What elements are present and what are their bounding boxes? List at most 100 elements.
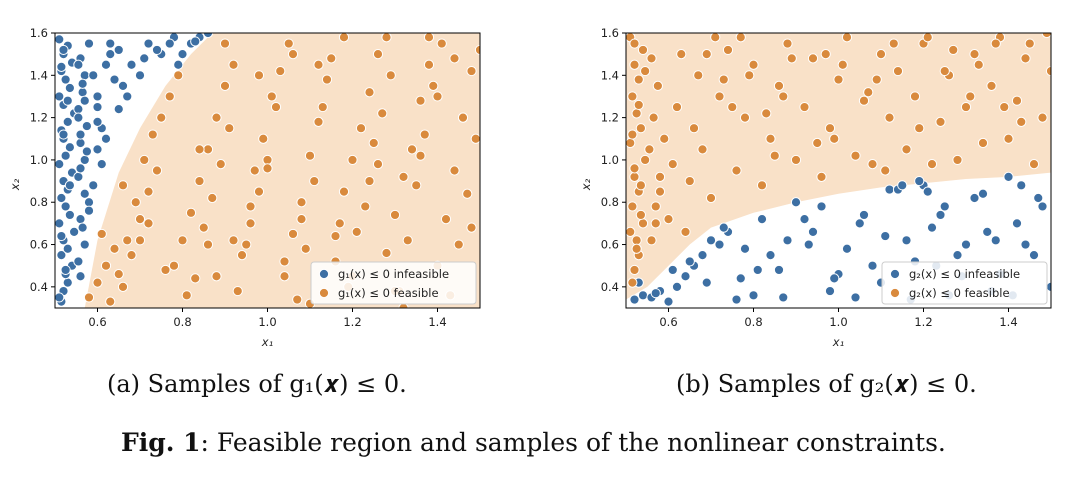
infeasible-point — [173, 59, 184, 70]
infeasible-point — [77, 87, 88, 98]
feasible-point — [253, 186, 265, 197]
feasible-point — [338, 33, 350, 43]
infeasible-point — [83, 205, 95, 216]
feasible-point — [258, 133, 269, 144]
feasible-point — [168, 260, 180, 271]
feasible-point — [820, 49, 831, 60]
infeasible-point — [64, 142, 75, 153]
feasible-point — [139, 154, 150, 166]
feasible-point — [109, 243, 120, 254]
feasible-point — [228, 235, 239, 246]
feasible-point — [922, 33, 933, 43]
infeasible-point — [901, 235, 912, 246]
infeasible-point — [969, 192, 980, 204]
feasible-point — [627, 201, 638, 212]
infeasible-point — [739, 243, 751, 254]
infeasible-point — [778, 292, 789, 303]
infeasible-point — [100, 133, 112, 144]
infeasible-point — [73, 104, 84, 115]
infeasible-point — [790, 197, 802, 208]
x-tick-label: 1.4 — [428, 315, 446, 329]
feasible-point — [134, 214, 146, 225]
x-tick-label: 1.2 — [914, 315, 932, 329]
feasible-point — [654, 186, 666, 197]
x-tick-label: 1.0 — [829, 315, 847, 329]
feasible-point — [892, 65, 904, 77]
infeasible-point — [667, 264, 678, 276]
y-tick-label: 0.8 — [30, 195, 48, 209]
infeasible-point — [151, 44, 163, 56]
infeasible-point — [701, 277, 712, 288]
infeasible-point — [748, 290, 759, 301]
feasible-point — [279, 256, 290, 267]
feasible-point — [279, 271, 290, 282]
feasible-point — [190, 273, 201, 284]
infeasible-point — [73, 171, 84, 182]
y-tick-label: 0.4 — [30, 280, 48, 294]
feasible-point — [423, 33, 435, 43]
feasible-point — [841, 33, 853, 43]
infeasible-point — [75, 214, 86, 225]
legend-label: g₂(x) ≤ 0 feasible — [909, 286, 1010, 300]
feasible-point — [786, 53, 797, 64]
feasible-point — [466, 222, 477, 233]
infeasible-point — [126, 59, 137, 70]
infeasible-point — [663, 296, 674, 307]
feasible-point — [693, 70, 704, 81]
feasible-point — [986, 80, 997, 91]
feasible-point — [368, 137, 379, 149]
feasible-point — [292, 294, 303, 305]
feasible-point — [960, 101, 972, 113]
feasible-point — [807, 53, 819, 64]
feasible-point — [667, 159, 678, 170]
feasible-point — [300, 243, 311, 254]
figure-caption: Fig. 1: Feasible region and samples of t… — [121, 428, 946, 457]
infeasible-point — [1028, 250, 1040, 261]
infeasible-point — [897, 180, 908, 191]
infeasible-point — [92, 144, 103, 155]
feasible-point — [351, 226, 362, 237]
infeasible-point — [81, 146, 92, 157]
infeasible-point — [884, 184, 895, 195]
infeasible-point — [143, 38, 154, 49]
y-tick-label: 1.6 — [30, 26, 48, 40]
feasible-point — [245, 201, 256, 212]
feasible-point — [419, 129, 430, 140]
feasible-point — [676, 49, 687, 60]
feasible-point — [939, 65, 950, 77]
feasible-point — [633, 99, 644, 111]
feasible-point — [364, 175, 375, 187]
infeasible-point — [914, 175, 925, 187]
feasible-point — [156, 112, 167, 123]
infeasible-point — [75, 137, 86, 149]
infeasible-point — [117, 80, 129, 91]
legend-marker — [889, 287, 901, 299]
feasible-point — [888, 38, 899, 49]
infeasible-point — [680, 271, 691, 282]
feasible-point — [652, 80, 663, 91]
feasible-point — [270, 101, 282, 113]
y-tick-label: 1.0 — [601, 153, 619, 167]
feasible-point — [160, 264, 171, 276]
feasible-point — [113, 269, 124, 280]
infeasible-point — [1016, 180, 1027, 191]
feasible-point — [816, 171, 827, 182]
infeasible-point — [1003, 171, 1014, 182]
feasible-point — [411, 180, 422, 191]
subfigure-caption-a: (a) Samples of g₁(𝒙) ≤ 0. — [107, 370, 407, 398]
feasible-point — [406, 144, 418, 155]
y-axis-label: x₂ — [579, 178, 593, 191]
chart-b: 0.6 0.8 1.0 1.2 1.4 0.4 0.6 0.8 1.0 1.2 1.4 1.6 x₁ x₂… — [579, 26, 1052, 349]
feasible-point — [646, 53, 657, 64]
y-tick-label: 0.8 — [601, 195, 619, 209]
feasible-point — [402, 235, 413, 246]
infeasible-point — [60, 201, 71, 212]
feasible-point — [211, 271, 222, 282]
feasible-point — [631, 243, 642, 254]
infeasible-point — [62, 95, 73, 106]
legend-label: g₁(x) ≤ 0 feasible — [338, 286, 439, 300]
infeasible-point — [73, 256, 84, 267]
feasible-point — [637, 218, 649, 229]
x-tick-label: 0.6 — [88, 315, 106, 329]
feasible-point — [330, 230, 341, 242]
